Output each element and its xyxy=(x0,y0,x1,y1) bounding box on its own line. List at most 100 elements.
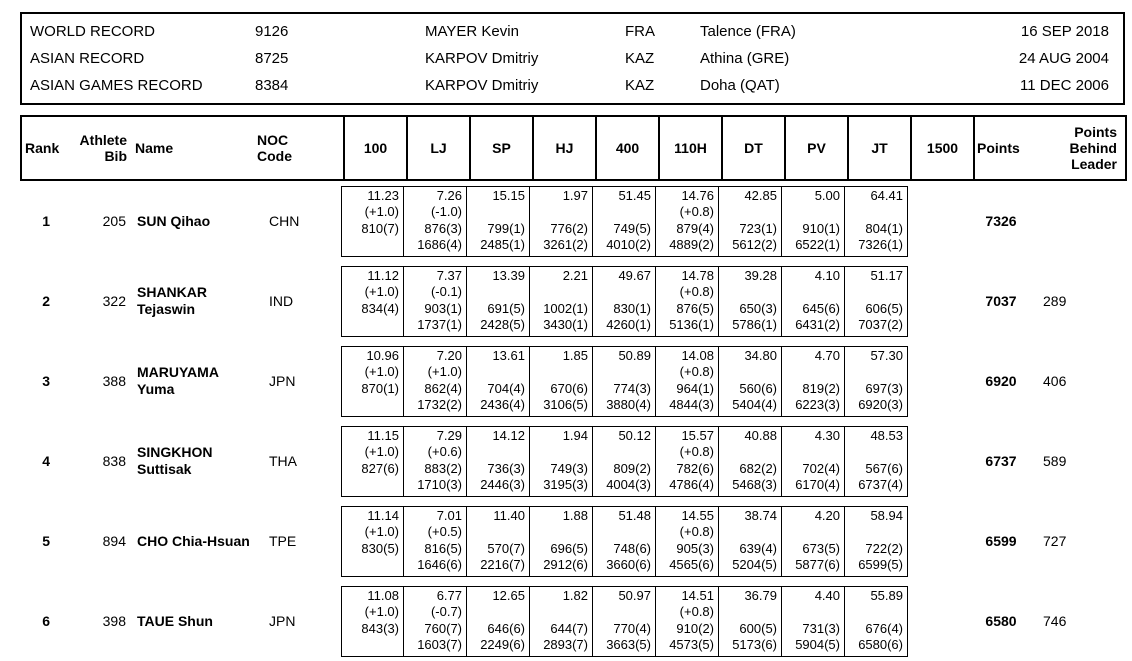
event-result-cell: 11.15 (+1.0) 827(6) xyxy=(341,425,404,497)
event-mark: 13.61 xyxy=(492,347,525,363)
event-cumulative xyxy=(344,317,399,334)
record-row: ASIAN RECORD 8725 KARPOV Dmitriy KAZ Ath… xyxy=(22,45,1123,72)
noc-code: CHN xyxy=(269,213,300,229)
event-wind: (-0.1) xyxy=(430,284,462,299)
event-wind: (-0.7) xyxy=(430,604,462,619)
event-points: 770(4) xyxy=(613,620,651,636)
noc-code: THA xyxy=(269,453,297,469)
header-points-behind-leader: Points Behind Leader xyxy=(1069,124,1117,172)
event-points: 567(6) xyxy=(865,460,903,476)
event-points: 722(2) xyxy=(865,540,903,556)
event-cumulative xyxy=(344,557,399,574)
event-cumulative: 6522(1) xyxy=(795,237,840,252)
points-behind-leader: 406 xyxy=(1043,373,1067,389)
event-wind xyxy=(595,204,651,221)
event-wind xyxy=(847,284,903,301)
event-result-cell: 6.77 (-0.7) 760(7) 1603(7) xyxy=(404,585,467,657)
event-points: 804(1) xyxy=(865,220,903,236)
event-cumulative: 6431(2) xyxy=(795,317,840,332)
total-points: 6737 xyxy=(985,453,1017,469)
event-result-cell: 11.40 570(7) 2216(7) xyxy=(467,505,530,577)
event-mark: 14.78 xyxy=(681,267,714,283)
event-cumulative: 6599(5) xyxy=(858,557,903,572)
event-mark: 4.20 xyxy=(814,507,840,523)
event-cumulative: 5173(6) xyxy=(732,637,777,652)
event-mark: 14.76 xyxy=(681,187,714,203)
event-mark: 49.67 xyxy=(618,267,651,283)
record-athlete: MAYER Kevin xyxy=(425,23,519,40)
event-mark: 14.55 xyxy=(681,507,714,523)
event-points: 1002(1) xyxy=(543,300,588,316)
points-behind-leader xyxy=(1031,181,1127,261)
event-cumulative: 6920(3) xyxy=(858,397,903,412)
event-points: 810(7) xyxy=(361,220,399,236)
event-cumulative: 4010(2) xyxy=(606,237,651,252)
event-wind xyxy=(595,604,651,621)
event-points: 876(3) xyxy=(424,220,462,236)
event-result-cell: 36.79 600(5) 5173(6) xyxy=(719,585,782,657)
total-points: 7326 xyxy=(985,213,1017,229)
event-cumulative: 5786(1) xyxy=(732,317,777,332)
event-result-cell: 11.14 (+1.0) 830(5) xyxy=(341,505,404,577)
bib-value: 894 xyxy=(102,533,126,549)
event-result-cell: 1.82 644(7) 2893(7) xyxy=(530,585,593,657)
event-wind xyxy=(721,284,777,301)
event-result-cell: 14.78 (+0.8) 876(5) 5136(1) xyxy=(656,265,719,337)
event-cumulative: 1732(2) xyxy=(417,397,462,412)
event-result-cell: 14.55 (+0.8) 905(3) 4565(6) xyxy=(656,505,719,577)
event-result-cell: 51.48 748(6) 3660(6) xyxy=(593,505,656,577)
event-points: 776(2) xyxy=(550,220,588,236)
record-noc: FRA xyxy=(625,23,655,40)
total-points: 6599 xyxy=(985,533,1017,549)
event-cumulative: 2446(3) xyxy=(480,477,525,492)
event-wind xyxy=(469,444,525,461)
bib-value: 322 xyxy=(102,293,126,309)
athlete-name: SHANKAR Tejaswin xyxy=(137,284,207,317)
athlete-name: TAUE Shun xyxy=(137,612,213,629)
event-cumulative: 4573(5) xyxy=(669,637,714,652)
event-points: 600(5) xyxy=(739,620,777,636)
event-wind xyxy=(595,364,651,381)
bib-value: 398 xyxy=(102,613,126,629)
event-result-cell-empty xyxy=(908,186,971,257)
athlete-rows: 1 205 SUN Qihao CHN 11.23 (+1.0) 810(7) … xyxy=(20,181,1127,661)
event-wind xyxy=(847,524,903,541)
event-wind xyxy=(721,604,777,621)
event-result-cell: 11.08 (+1.0) 843(3) xyxy=(341,585,404,657)
event-result-cell: 15.57 (+0.8) 782(6) 4786(4) xyxy=(656,425,719,497)
event-points: 876(5) xyxy=(676,300,714,316)
event-wind: (+0.6) xyxy=(427,444,462,459)
event-result-cell: 12.65 646(6) 2249(6) xyxy=(467,585,530,657)
event-points: 774(3) xyxy=(613,380,651,396)
event-mark: 4.30 xyxy=(814,427,840,443)
event-mark: 1.82 xyxy=(562,587,588,603)
event-result-cell: 1.85 670(6) 3106(5) xyxy=(530,345,593,417)
event-points: 702(4) xyxy=(802,460,840,476)
event-wind xyxy=(784,364,840,381)
total-points: 6580 xyxy=(985,613,1017,629)
event-mark: 10.96 xyxy=(366,347,399,363)
event-points: 670(6) xyxy=(550,380,588,396)
event-mark: 11.14 xyxy=(367,507,399,523)
event-mark: 11.08 xyxy=(367,587,399,603)
rank-value: 4 xyxy=(42,453,50,469)
event-result-cell: 2.21 1002(1) 3430(1) xyxy=(530,265,593,337)
event-cumulative: 2249(6) xyxy=(480,637,525,652)
event-cumulative xyxy=(344,397,399,414)
event-cumulative: 7037(2) xyxy=(858,317,903,332)
event-points: 749(5) xyxy=(613,220,651,236)
record-venue: Talence (FRA) xyxy=(700,23,796,40)
event-cumulative: 4004(3) xyxy=(606,477,651,492)
event-points: 910(2) xyxy=(676,620,714,636)
event-cumulative: 7326(1) xyxy=(858,237,903,252)
event-points: 870(1) xyxy=(361,380,399,396)
event-cumulative: 3880(4) xyxy=(606,397,651,412)
event-cumulative: 5204(5) xyxy=(732,557,777,572)
record-points: 8384 xyxy=(255,77,289,94)
event-points: 682(2) xyxy=(739,460,777,476)
bib-value: 838 xyxy=(102,453,126,469)
event-mark: 12.65 xyxy=(492,587,525,603)
record-date: 11 DEC 2006 xyxy=(1020,77,1109,94)
event-result-cell: 49.67 830(1) 4260(1) xyxy=(593,265,656,337)
